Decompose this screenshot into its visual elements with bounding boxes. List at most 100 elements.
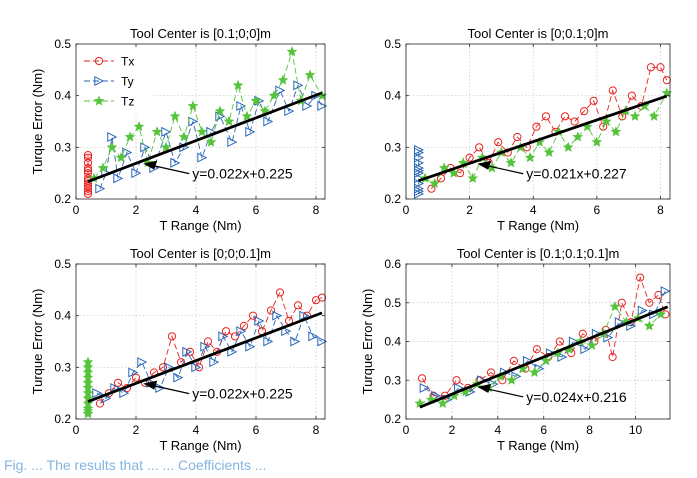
- data-point-tx: [608, 86, 617, 95]
- data-point-tx: [194, 363, 204, 372]
- legend-marker: [94, 56, 104, 66]
- plot-area: [76, 264, 325, 419]
- legend-label: Tx: [121, 55, 134, 69]
- data-point-ty: [107, 131, 118, 143]
- data-point-ty: [254, 315, 265, 326]
- data-point-tx: [83, 187, 93, 196]
- legend-entry-tz: Tz: [84, 95, 134, 109]
- data-point-tx: [532, 122, 541, 131]
- data-point-tz: [187, 100, 199, 111]
- data-point-tz: [82, 361, 94, 372]
- data-point-tx: [83, 184, 93, 193]
- data-point-tx: [589, 96, 598, 105]
- data-point-tx: [131, 373, 141, 382]
- data-point-tx: [436, 174, 446, 183]
- subplot-title: Tool Center is [0.1;0.1;0.1]m: [457, 246, 620, 261]
- x-tick-label: 6: [253, 423, 260, 437]
- data-point-tz: [304, 69, 316, 80]
- data-point-tx: [83, 158, 93, 167]
- data-point-ty: [660, 286, 671, 297]
- legend-marker: [93, 95, 105, 106]
- data-point-tx: [83, 163, 93, 173]
- data-point-tz: [250, 95, 262, 106]
- data-point-ty: [128, 367, 139, 378]
- data-point-ty: [209, 357, 220, 368]
- data-point-tx: [95, 399, 105, 408]
- x-tick-label: 6: [253, 203, 260, 217]
- data-point-tx: [417, 374, 427, 383]
- data-point-tx: [580, 107, 589, 116]
- series-line-tz: [419, 305, 662, 404]
- legend-label: Tz: [121, 95, 134, 109]
- subplot-2: y=0.021x+0.227 0 2 4 6 8 0.2 0.3 0.4 0.5 Tool Cent…: [384, 26, 673, 233]
- data-point-tz: [448, 167, 460, 178]
- data-point-ty: [293, 80, 304, 91]
- x-tick-label: 2: [449, 423, 456, 437]
- data-point-tx: [560, 112, 570, 121]
- data-point-tz: [277, 74, 289, 85]
- data-point-ty: [101, 393, 112, 404]
- x-tick-label: 2: [133, 423, 140, 437]
- data-point-tz: [82, 356, 94, 367]
- y-tick-label: 0.4: [54, 89, 71, 103]
- y-tick-label: 0.2: [54, 412, 71, 426]
- data-point-tz: [223, 115, 235, 127]
- fit-equation-label: y=0.022x+0.225: [192, 166, 293, 182]
- data-point-ty: [603, 332, 614, 343]
- data-point-tz: [178, 131, 190, 142]
- x-tick-label: 8: [313, 423, 320, 437]
- data-point-tz: [82, 387, 94, 398]
- fit-equation-label: y=0.022x+0.225: [192, 386, 293, 402]
- x-tick-label: 2: [133, 203, 140, 217]
- x-tick-label: 0: [403, 423, 410, 437]
- plot-area: [406, 44, 670, 199]
- data-point-ty: [170, 157, 181, 168]
- fit-line: [87, 91, 323, 183]
- axes-frame: [75, 263, 326, 420]
- data-point-tx: [452, 376, 461, 385]
- data-point-tz: [543, 146, 555, 158]
- annotation-arrow: [153, 385, 190, 395]
- data-point-tz: [429, 177, 440, 189]
- x-tick-label: 8: [657, 203, 664, 217]
- legend: Tx Ty Tz: [79, 47, 151, 115]
- data-point-ty: [197, 152, 208, 163]
- legend-box: [79, 47, 151, 115]
- data-point-ty: [263, 116, 274, 127]
- data-point-ty: [557, 351, 568, 363]
- annotation-arrow: [487, 165, 524, 175]
- y-axis-label: Turque Error (Nm): [30, 69, 45, 175]
- data-point-ty: [161, 126, 172, 137]
- x-axis-label: T Range (Nm): [497, 218, 579, 233]
- data-point-tz: [609, 301, 621, 312]
- data-point-tz: [591, 136, 603, 147]
- data-point-ty: [317, 100, 328, 112]
- data-point-tz: [601, 115, 612, 127]
- data-point-ty: [290, 336, 301, 347]
- data-point-ty: [245, 341, 256, 352]
- data-point-tx: [83, 150, 93, 160]
- y-tick-label: 0.3: [384, 140, 401, 154]
- x-axis-label: T Range (Nm): [497, 438, 579, 453]
- fit-line: [87, 311, 323, 403]
- data-point-tz: [629, 110, 641, 121]
- y-tick-label: 0.5: [384, 296, 401, 310]
- data-point-tz: [648, 110, 660, 121]
- figure-caption: Fig. ... The results that ... ... Coeffi…: [4, 457, 267, 473]
- data-point-tx: [662, 76, 671, 85]
- data-point-ty: [92, 388, 103, 399]
- data-point-tx: [475, 143, 484, 152]
- subplot-4: y=0.024x+0.216 0 2 4 6 8 10 0.2 0.3 0.4 0.5 0.6 Tool…: [360, 246, 671, 453]
- data-point-ty: [113, 173, 124, 184]
- data-point-tz: [655, 308, 667, 319]
- data-point-tx: [83, 166, 93, 175]
- data-point-tx: [83, 189, 93, 198]
- annotation-arrowhead: [143, 380, 158, 390]
- data-point-tx: [167, 332, 177, 341]
- data-point-tx: [541, 112, 551, 121]
- data-point-tx: [465, 153, 474, 162]
- y-tick-label: 0.3: [54, 140, 71, 154]
- data-point-tz: [467, 172, 479, 183]
- data-point-tz: [529, 366, 540, 378]
